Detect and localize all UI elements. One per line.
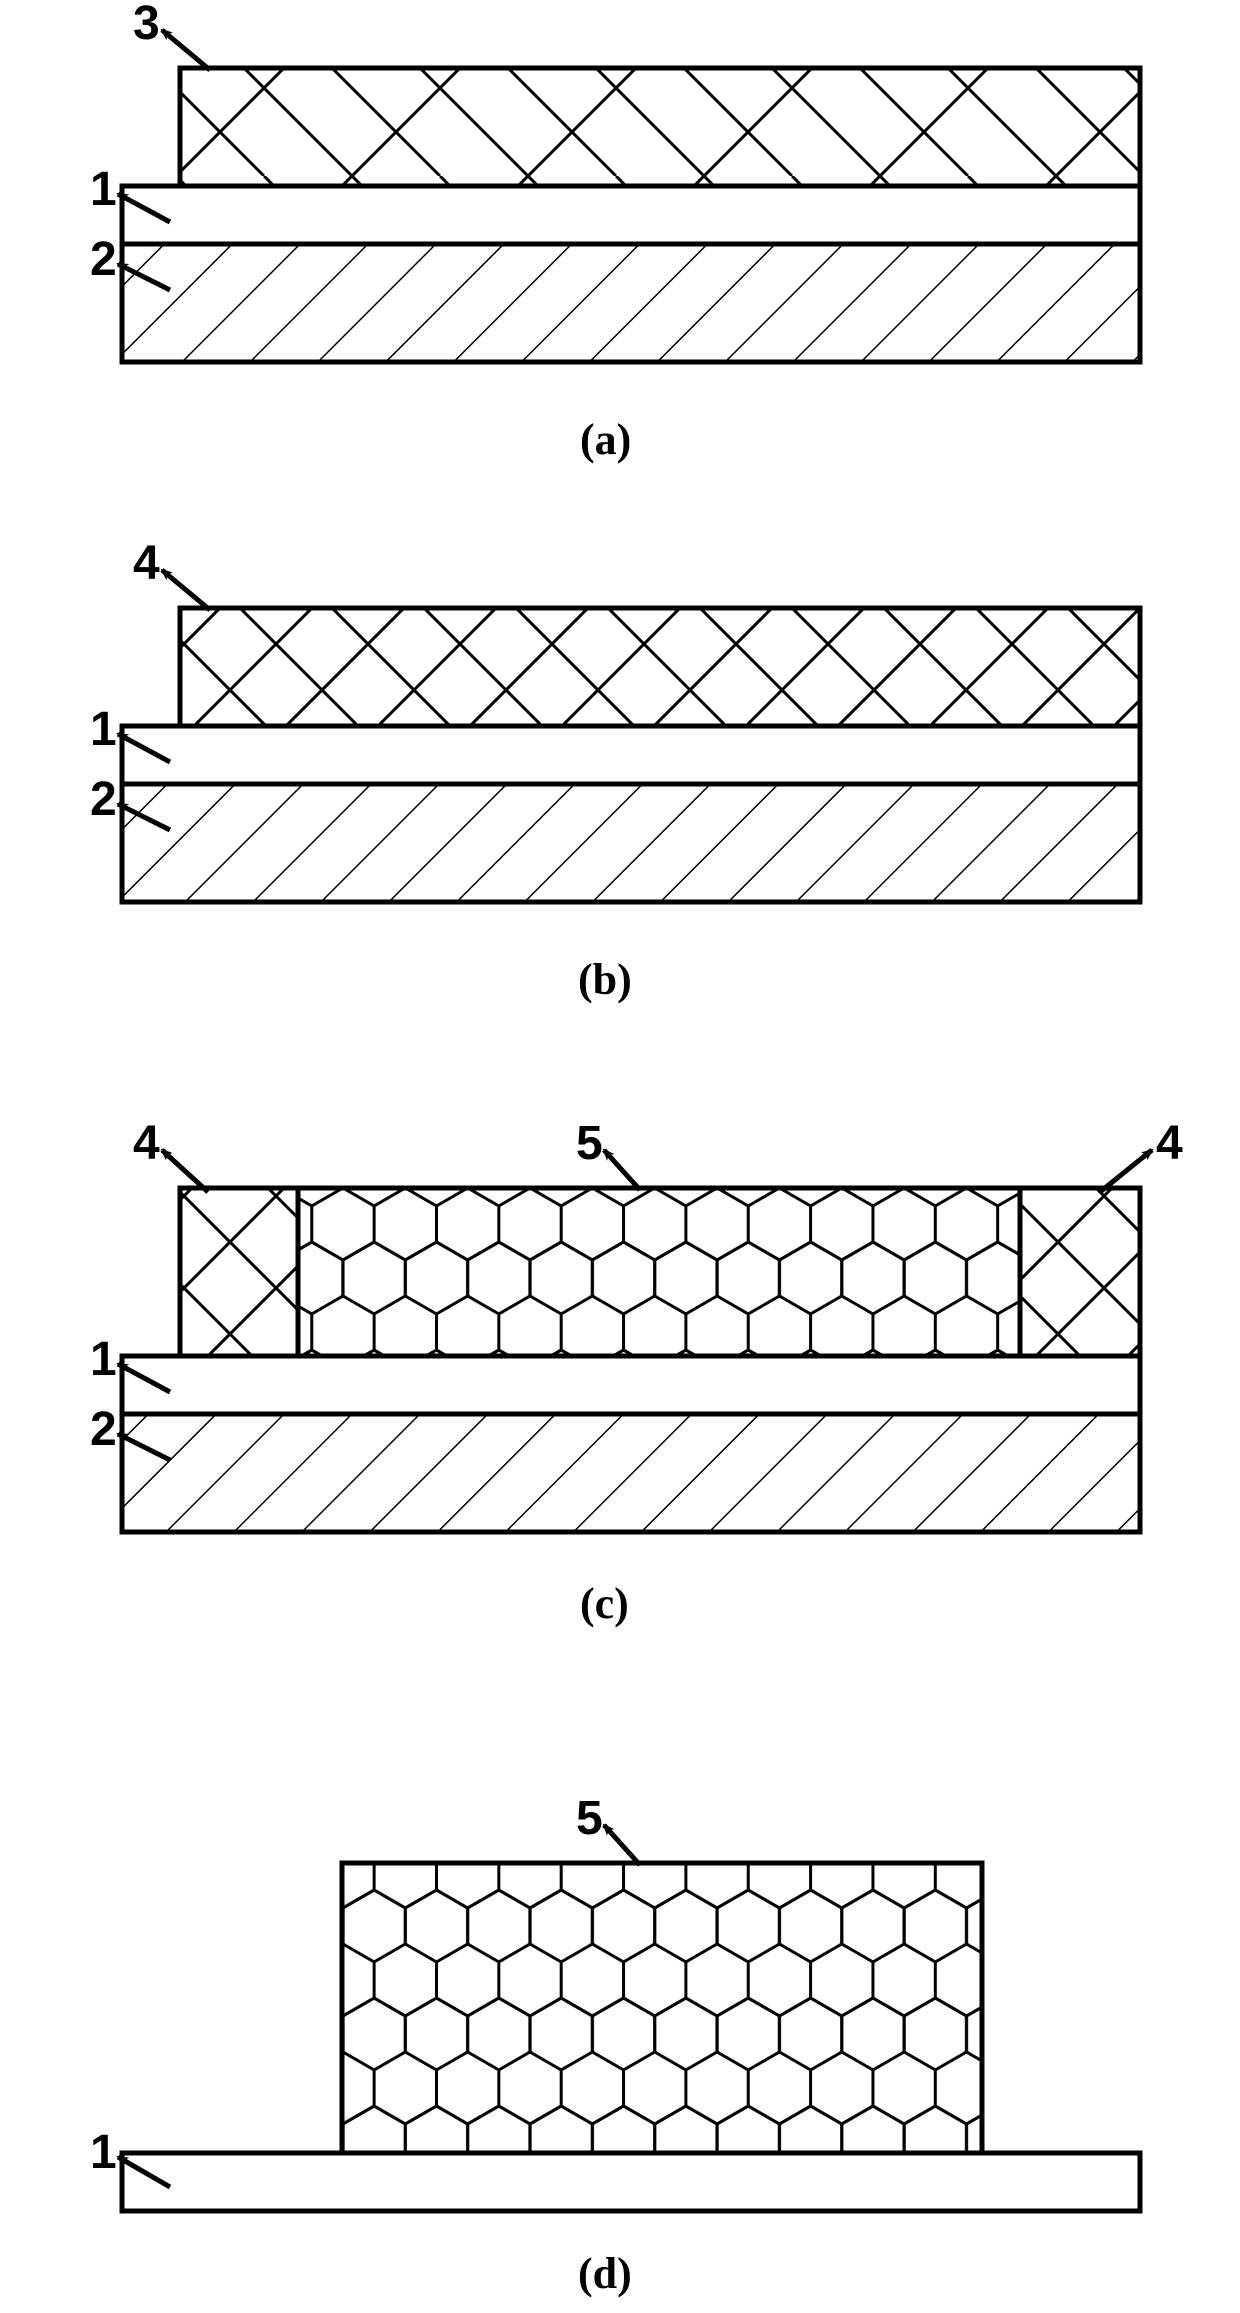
panel-caption-a: (a): [580, 414, 631, 465]
layer-c-top-mid: [298, 1188, 1020, 1356]
layer-c-bottom: [122, 1414, 1140, 1532]
layer-c-top-left: [180, 1188, 298, 1356]
callout-label-c-1: 5: [576, 1116, 603, 1171]
callout-label-c-0: 4: [133, 1116, 160, 1171]
callout-label-b-1: 1: [90, 702, 117, 757]
figure-svg: [0, 0, 1240, 2313]
panel-caption-b: (b): [578, 954, 632, 1005]
layer-b-mid: [122, 726, 1140, 784]
layer-a-mid: [122, 186, 1140, 244]
callout-label-b-0: 4: [133, 536, 160, 591]
callout-arrow-a-0: [162, 30, 210, 70]
callout-label-a-0: 3: [133, 0, 160, 51]
callout-label-a-2: 2: [90, 232, 117, 287]
callout-arrow-c-1: [604, 1150, 640, 1190]
callout-label-c-2: 4: [1156, 1116, 1183, 1171]
panel-caption-c: (c): [580, 1578, 629, 1629]
callout-label-c-3: 1: [90, 1332, 117, 1387]
callout-arrow-d-0: [604, 1825, 640, 1865]
callout-label-d-1: 1: [90, 2125, 117, 2180]
callout-label-d-0: 5: [576, 1791, 603, 1846]
callout-label-b-2: 2: [90, 772, 117, 827]
layer-a-bottom: [122, 244, 1140, 362]
layer-d-base: [122, 2153, 1140, 2211]
callout-arrow-b-0: [162, 570, 210, 610]
layer-c-mid: [122, 1356, 1140, 1414]
callout-label-a-1: 1: [90, 162, 117, 217]
layer-b-bottom: [122, 784, 1140, 902]
layer-a-top: [180, 68, 1140, 186]
layer-c-top-right: [1020, 1188, 1140, 1356]
figure-root: 3 1 2 (a) 4 1 2 (b) 4 5 4 1 2 (c) 5 1 (d): [0, 0, 1240, 2313]
callout-label-c-4: 2: [90, 1402, 117, 1457]
layer-d-hex: [342, 1863, 982, 2153]
panel-caption-d: (d): [578, 2248, 632, 2299]
layer-b-top: [180, 608, 1140, 726]
